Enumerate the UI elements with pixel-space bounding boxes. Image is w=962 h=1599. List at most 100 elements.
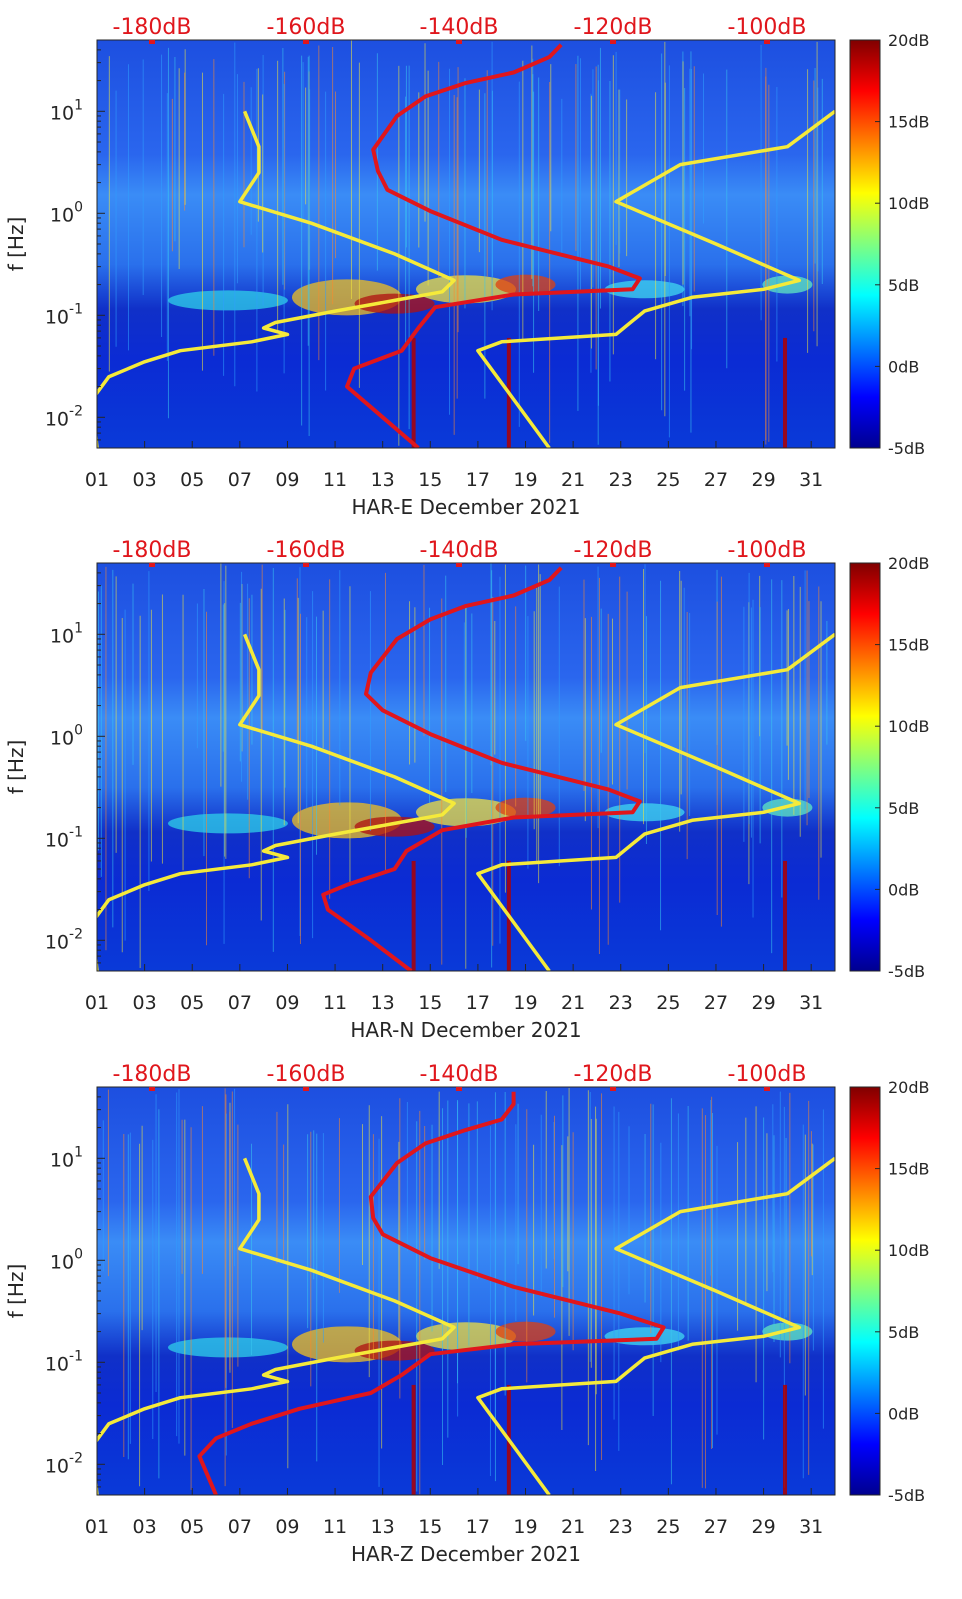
x-tick-label: 15 (418, 992, 442, 1014)
x-tick-label: 25 (656, 469, 680, 491)
top-db-label: -140dB (420, 15, 499, 40)
top-db-tick (764, 1087, 770, 1091)
y-tick-label: 10-2 (45, 1450, 83, 1477)
y-tick-label: 101 (50, 97, 83, 124)
x-tick-label: 23 (609, 1516, 633, 1538)
y-axis-label: f [Hz] (4, 1264, 28, 1319)
top-db-label: -160dB (267, 15, 346, 40)
top-db-label: -100dB (728, 538, 807, 563)
x-tick-label: 11 (323, 469, 347, 491)
top-db-label: -180dB (113, 1062, 192, 1087)
panel-har-e: 01 03 05 07 09 11 13 15 17 19 21 23 25 27 29 31 10-2 10-1… (4, 15, 930, 519)
x-tick-label: 11 (323, 992, 347, 1014)
x-tick-label: 21 (561, 469, 585, 491)
x-tick-label: 27 (704, 469, 728, 491)
x-tick-label: 21 (561, 992, 585, 1014)
top-db-label: -120dB (574, 538, 653, 563)
y-tick-label: 10-1 (45, 1348, 83, 1375)
x-tick-label: 31 (799, 992, 823, 1014)
x-tick-label: 05 (180, 469, 204, 491)
top-db-tick (764, 40, 770, 44)
top-db-label: -180dB (113, 538, 192, 563)
x-tick-label: 13 (371, 992, 395, 1014)
colorbar-label: 10dB (888, 1241, 930, 1260)
x-tick-label: 03 (133, 469, 157, 491)
x-tick-label: 07 (228, 992, 252, 1014)
x-tick-label: 13 (371, 469, 395, 491)
colorbar-label: -5dB (888, 439, 925, 458)
colorbar (849, 39, 881, 449)
top-db-tick (303, 40, 309, 44)
x-tick-label: 15 (418, 1516, 442, 1538)
colorbar-label: 10dB (888, 194, 930, 213)
top-db-tick (149, 1087, 155, 1091)
x-tick-label: 27 (704, 1516, 728, 1538)
colorbar-label: 20dB (888, 1078, 930, 1097)
spectrogram-heatmap (97, 1087, 835, 1495)
top-db-label: -100dB (728, 1062, 807, 1087)
top-db-tick (456, 563, 462, 567)
x-tick-label: 09 (275, 469, 299, 491)
top-db-label: -180dB (113, 15, 192, 40)
colorbar (849, 562, 881, 972)
x-tick-label: 13 (371, 1516, 395, 1538)
colorbar-label: 20dB (888, 31, 930, 50)
x-tick-label: 01 (85, 1516, 109, 1538)
colorbar-label: 0dB (888, 357, 919, 376)
top-db-label: -160dB (267, 538, 346, 563)
x-tick-label: 01 (85, 992, 109, 1014)
colorbar-label: -5dB (888, 962, 925, 981)
x-tick-label: 31 (799, 469, 823, 491)
y-axis-label: f [Hz] (4, 217, 28, 272)
series-1 (476, 632, 835, 971)
series-1 (476, 109, 835, 448)
colorbar-label: 20dB (888, 554, 930, 573)
x-tick-label: 03 (133, 992, 157, 1014)
panel-har-z: 01 03 05 07 09 11 13 15 17 19 21 23 25 27 29 31 10-2 10-1… (4, 1062, 930, 1566)
x-tick-label: 15 (418, 469, 442, 491)
colorbar-label: 15dB (888, 1160, 930, 1179)
x-tick-label: 17 (466, 469, 490, 491)
top-db-label: -140dB (420, 538, 499, 563)
colorbar-label: -5dB (888, 1486, 925, 1505)
x-tick-label: 05 (180, 1516, 204, 1538)
x-tick-label: 25 (656, 1516, 680, 1538)
y-axis-label: f [Hz] (4, 740, 28, 795)
y-tick-label: 100 (50, 199, 83, 226)
colorbar-label: 15dB (888, 636, 930, 655)
x-tick-label: 11 (323, 1516, 347, 1538)
series-1 (476, 1156, 835, 1495)
colorbar-label: 10dB (888, 717, 930, 736)
top-db-tick (303, 1087, 309, 1091)
top-db-tick (610, 1087, 616, 1091)
top-db-tick (149, 563, 155, 567)
y-tick-label: 10-1 (45, 824, 83, 851)
top-db-label: -120dB (574, 15, 653, 40)
x-tick-label: 19 (513, 469, 537, 491)
spectrogram-heatmap (97, 563, 835, 971)
series-0 (97, 633, 456, 971)
x-tick-label: 21 (561, 1516, 585, 1538)
x-tick-label: 07 (228, 469, 252, 491)
series-2 (345, 43, 642, 448)
y-tick-label: 100 (50, 722, 83, 749)
x-tick-label: 19 (513, 992, 537, 1014)
x-tick-label: 07 (228, 1516, 252, 1538)
top-db-tick (456, 40, 462, 44)
top-db-label: -100dB (728, 15, 807, 40)
top-db-tick (610, 563, 616, 567)
x-axis-label: HAR-Z December 2021 (351, 1542, 581, 1566)
top-db-tick (149, 40, 155, 44)
colorbar (849, 1086, 881, 1496)
x-axis-label: HAR-E December 2021 (352, 495, 581, 519)
x-tick-label: 01 (85, 469, 109, 491)
y-tick-label: 101 (50, 1144, 83, 1171)
colorbar-label: 5dB (888, 1323, 919, 1342)
series-0 (97, 110, 456, 448)
y-tick-label: 101 (50, 620, 83, 647)
colorbar-label: 5dB (888, 799, 919, 818)
x-tick-label: 29 (751, 469, 775, 491)
colorbar-label: 5dB (888, 276, 919, 295)
series-2 (321, 566, 642, 971)
top-db-tick (456, 1087, 462, 1091)
